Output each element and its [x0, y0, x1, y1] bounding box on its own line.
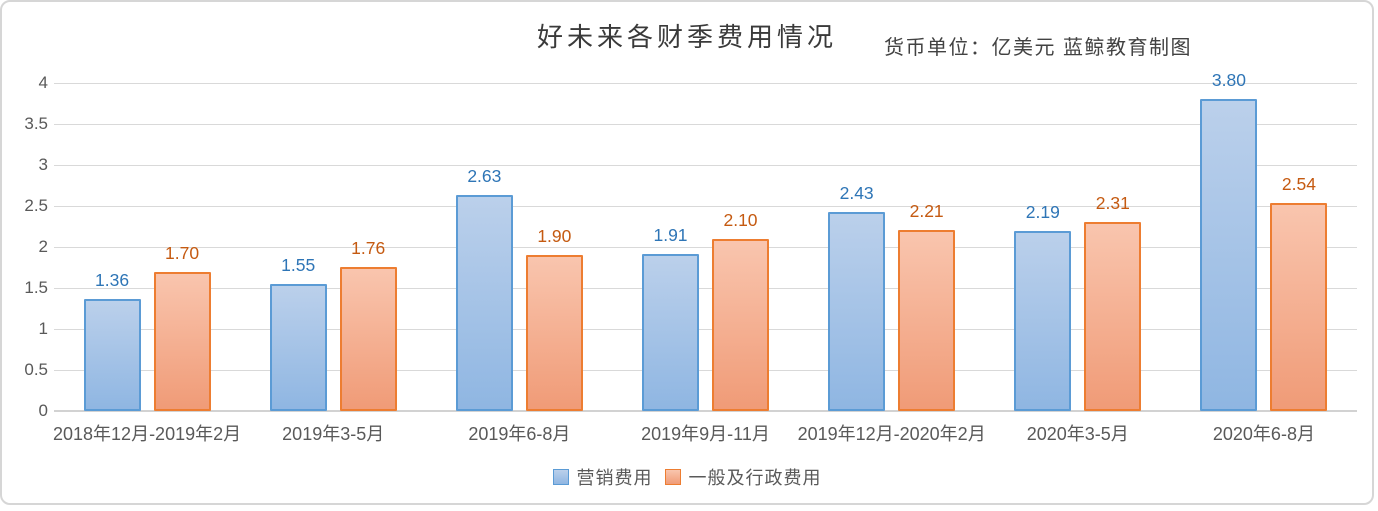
legend-label: 一般及行政费用	[688, 468, 822, 488]
legend-item: 一般及行政费用	[664, 464, 822, 490]
gridline	[54, 82, 1357, 84]
bar-marketing-expense	[83, 299, 141, 411]
gridline	[54, 410, 1357, 412]
bar-value-label: 2.54	[1281, 173, 1316, 194]
y-axis-label: 2	[38, 237, 48, 256]
bar-value-label: 1.91	[653, 225, 688, 246]
bar-value-label: 1.90	[537, 226, 572, 247]
bar-value-label: 1.55	[281, 254, 316, 275]
bar-marketing-expense	[455, 195, 513, 411]
gridline	[54, 164, 1357, 166]
bar-marketing-expense	[642, 254, 699, 411]
y-axis-label: 0	[38, 401, 48, 420]
bar-value-label: 2.31	[1095, 192, 1130, 213]
legend: 营销费用 一般及行政费用	[2, 463, 1372, 491]
legend-swatch	[664, 469, 681, 485]
y-axis-label: 4	[38, 73, 48, 92]
bar-marketing-expense	[828, 211, 886, 411]
bar-value-label: 2.63	[467, 166, 502, 187]
chart-subtitle: 货币单位：亿美元 蓝鲸教育制图	[884, 37, 1193, 59]
gridline	[54, 246, 1357, 248]
bar-value-label: 2.21	[909, 200, 944, 221]
bar-general-admin-expense	[1084, 221, 1142, 411]
chart-header: 好未来各财季费用情况 货币单位：亿美元 蓝鲸教育制图	[2, 2, 1372, 62]
bar-value-label: 1.36	[95, 270, 130, 291]
bar-value-label: 2.10	[723, 209, 758, 230]
x-axis-label: 2019年3-5月	[282, 424, 385, 444]
bar-general-admin-expense	[1270, 202, 1328, 411]
bar-value-label: 2.19	[1025, 202, 1060, 223]
bar-general-admin-expense	[525, 255, 583, 411]
y-axis-label: 0.5	[24, 360, 48, 379]
y-axis-label: 1	[38, 319, 48, 338]
x-axis-label: 2019年9月-11月	[641, 424, 770, 444]
bar-marketing-expense	[1200, 99, 1258, 411]
bar-marketing-expense	[1014, 231, 1072, 411]
x-axis-label: 2020年3-5月	[1026, 424, 1129, 444]
x-axis-label: 2020年6-8月	[1212, 424, 1315, 444]
bar-value-label: 2.43	[839, 182, 874, 203]
y-axis-label: 3.5	[24, 114, 48, 133]
bar-general-admin-expense	[339, 266, 397, 411]
x-axis-label: 2019年12月-2020年2月	[797, 424, 986, 444]
legend-label: 营销费用	[576, 468, 653, 488]
legend-swatch	[552, 469, 569, 485]
y-axis-label: 2.5	[24, 196, 48, 215]
gridline	[54, 123, 1357, 125]
gridline	[54, 205, 1357, 207]
y-axis-label: 1.5	[24, 278, 48, 297]
bar-value-label: 1.70	[165, 242, 200, 263]
bar-general-admin-expense	[153, 271, 211, 411]
gridline	[54, 287, 1357, 289]
x-axis-label: 2019年6-8月	[468, 424, 571, 444]
bar-value-label: 3.80	[1211, 70, 1246, 91]
gridline	[54, 369, 1357, 371]
bar-value-label: 1.76	[351, 237, 386, 258]
gridline	[54, 328, 1357, 330]
legend-item: 营销费用	[552, 464, 653, 490]
chart-title: 好未来各财季费用情况	[536, 22, 838, 52]
bar-general-admin-expense	[712, 238, 769, 411]
y-axis-label: 3	[38, 155, 48, 174]
x-axis-label: 2018年12月-2019年2月	[53, 424, 242, 444]
bar-general-admin-expense	[898, 229, 956, 411]
bar-marketing-expense	[269, 283, 327, 411]
